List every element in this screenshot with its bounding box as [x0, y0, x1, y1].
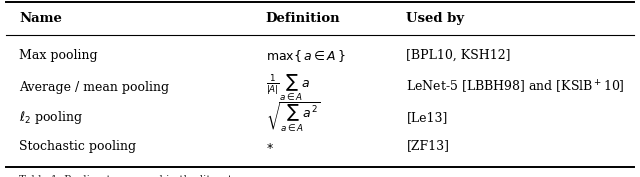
Text: [Le13]: [Le13]	[406, 111, 448, 124]
Text: $\max \{ \, a \in A \, \}$: $\max \{ \, a \in A \, \}$	[266, 48, 346, 64]
Text: LeNet-5 [LBBH98] and [KSlB$^+$10]: LeNet-5 [LBBH98] and [KSlB$^+$10]	[406, 79, 625, 96]
Text: $*$: $*$	[266, 139, 273, 153]
Text: Definition: Definition	[266, 12, 340, 25]
Text: $\frac{1}{|A|} \sum_{a \in A} a$: $\frac{1}{|A|} \sum_{a \in A} a$	[266, 72, 310, 103]
Text: Stochastic pooling: Stochastic pooling	[19, 139, 136, 153]
Text: Max pooling: Max pooling	[19, 49, 98, 62]
Text: [ZF13]: [ZF13]	[406, 139, 449, 153]
Text: $\ell_2$ pooling: $\ell_2$ pooling	[19, 109, 83, 126]
Text: Table 1: Pooling types used in the literature.: Table 1: Pooling types used in the liter…	[19, 175, 253, 177]
Text: Name: Name	[19, 12, 62, 25]
Text: [BPL10, KSH12]: [BPL10, KSH12]	[406, 49, 511, 62]
Text: Used by: Used by	[406, 12, 465, 25]
Text: Average / mean pooling: Average / mean pooling	[19, 81, 170, 94]
Text: $\sqrt{\sum_{a \in A} a^2}$: $\sqrt{\sum_{a \in A} a^2}$	[266, 101, 320, 135]
